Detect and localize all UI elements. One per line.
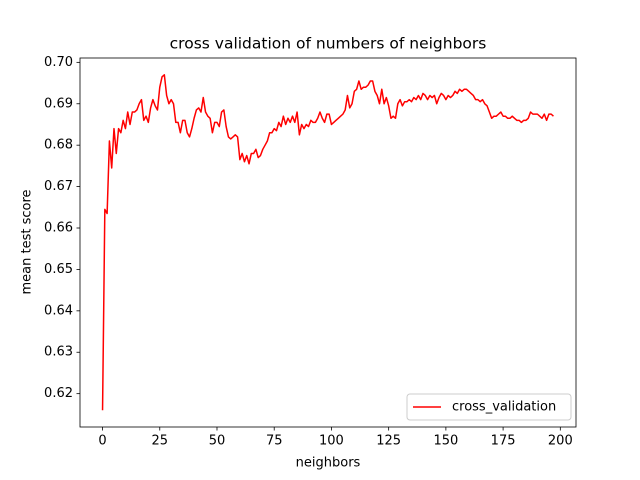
y-tick-label: 0.67 — [44, 179, 73, 194]
series-line — [101, 74, 554, 411]
x-tick-label: 100 — [319, 434, 344, 449]
chart-title: cross validation of numbers of neighbors — [170, 35, 487, 53]
y-tick-label: 0.65 — [44, 262, 73, 277]
x-tick-label: 0 — [98, 434, 106, 449]
y-tick-label: 0.69 — [44, 96, 73, 111]
x-tick-label: 25 — [151, 434, 168, 449]
x-tick-label: 125 — [376, 434, 401, 449]
y-tick-label: 0.64 — [44, 303, 73, 318]
legend-box — [406, 393, 572, 421]
y-tick-label: 0.62 — [44, 386, 73, 401]
x-tick-label: 150 — [433, 434, 458, 449]
x-tick-label: 50 — [209, 434, 226, 449]
y-tick-label: 0.66 — [44, 221, 73, 236]
y-axis-label: mean test score — [20, 189, 35, 294]
plot-frame — [79, 57, 577, 428]
y-tick-label: 0.70 — [44, 55, 73, 70]
y-tick-label: 0.68 — [44, 138, 73, 153]
legend-label: cross_validation — [452, 400, 556, 415]
x-axis-label: neighbors — [296, 456, 361, 471]
x-tick-label: 175 — [491, 434, 516, 449]
x-tick-label: 200 — [548, 434, 573, 449]
y-tick-label: 0.63 — [44, 345, 73, 360]
x-tick-label: 75 — [266, 434, 283, 449]
